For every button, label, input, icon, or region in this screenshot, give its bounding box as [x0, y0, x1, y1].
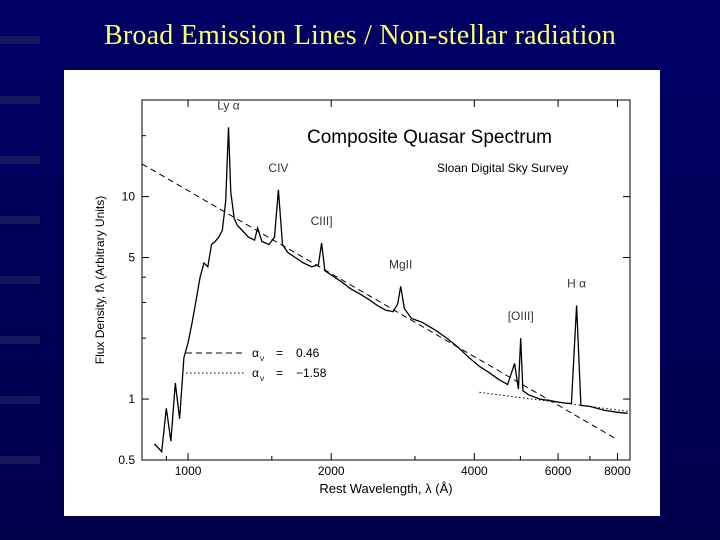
legend-equals-dotted: =: [276, 366, 283, 380]
slide-stripes: [0, 36, 40, 464]
series-dotted-line: [479, 391, 628, 412]
legend-equals-dashed: =: [276, 346, 283, 360]
series-dashed-line: [141, 163, 618, 441]
series-solid-line: [154, 127, 628, 454]
annotation-civ: CIV: [268, 161, 288, 175]
slide-title: Broad Emission Lines / Non-stellar radia…: [104, 20, 616, 51]
spectrum-chart: Composite Quasar Spectrum Sloan Digital …: [93, 98, 631, 496]
annotation-ciii: CIII]: [311, 214, 333, 228]
legend-alpha-dashed: α: [252, 346, 259, 360]
x-tick-label-8000: 8000: [604, 464, 631, 478]
legend-value-dotted: −1.58: [296, 366, 327, 380]
chart-title: Composite Quasar Spectrum: [307, 127, 552, 148]
legend-alpha-dotted: α: [252, 366, 259, 380]
y-tick-label-0.5: 0.5: [118, 453, 135, 467]
x-tick-label-4000: 4000: [461, 464, 488, 478]
y-tick-label-5: 5: [128, 251, 135, 265]
figure-panel: Composite Quasar Spectrum Sloan Digital …: [64, 70, 660, 516]
x-tick-label-6000: 6000: [545, 464, 572, 478]
y-tick-label-10: 10: [122, 190, 136, 204]
annotation-ly: Ly α: [217, 98, 240, 112]
plot-frame: [141, 99, 631, 461]
x-tick-label-1000: 1000: [175, 464, 202, 478]
annotation-mgii: MgII: [389, 257, 412, 271]
chart-subtitle: Sloan Digital Sky Survey: [437, 161, 568, 175]
x-tick-label-2000: 2000: [318, 464, 345, 478]
annotation-oiii: [OIII]: [508, 309, 534, 323]
legend-subscript-dashed: ν: [260, 354, 264, 363]
annotation-h: H α: [567, 276, 586, 290]
y-axis-label: Flux Density, fλ (Arbitrary Units): [93, 196, 107, 364]
legend-value-dashed: 0.46: [296, 346, 320, 360]
x-axis-label: Rest Wavelength, λ (Å): [319, 481, 452, 496]
y-tick-label-1: 1: [128, 392, 135, 406]
legend-subscript-dotted: ν: [260, 374, 264, 383]
